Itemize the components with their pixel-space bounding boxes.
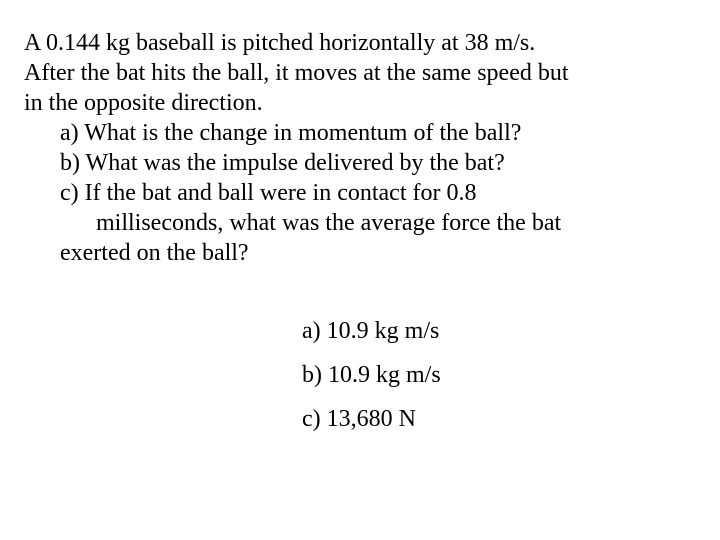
- intro-line-1: A 0.144 kg baseball is pitched horizonta…: [24, 28, 696, 58]
- slide-content: A 0.144 kg baseball is pitched horizonta…: [0, 0, 720, 434]
- sub-question-b: b) What was the impulse delivered by the…: [60, 148, 696, 178]
- problem-statement: A 0.144 kg baseball is pitched horizonta…: [24, 28, 696, 268]
- sub-questions: a) What is the change in momentum of the…: [24, 118, 696, 268]
- answer-b: b) 10.9 kg m/s: [302, 360, 696, 390]
- sub-question-c-line2: milliseconds, what was the average force…: [60, 208, 696, 238]
- sub-question-c-line3: exerted on the ball?: [60, 238, 696, 268]
- answer-c: c) 13,680 N: [302, 404, 696, 434]
- sub-question-a: a) What is the change in momentum of the…: [60, 118, 696, 148]
- sub-question-c-line1: c) If the bat and ball were in contact f…: [60, 178, 696, 208]
- answer-a: a) 10.9 kg m/s: [302, 316, 696, 346]
- intro-line-3: in the opposite direction.: [24, 88, 696, 118]
- answers-block: a) 10.9 kg m/s b) 10.9 kg m/s c) 13,680 …: [24, 316, 696, 434]
- intro-line-2: After the bat hits the ball, it moves at…: [24, 58, 696, 88]
